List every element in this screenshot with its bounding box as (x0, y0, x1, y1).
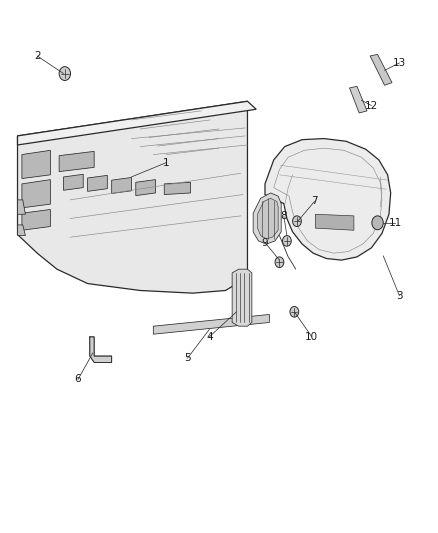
Polygon shape (18, 225, 25, 236)
Polygon shape (22, 150, 50, 179)
Circle shape (290, 306, 299, 317)
Text: 8: 8 (280, 211, 287, 221)
Text: 10: 10 (305, 332, 318, 342)
Polygon shape (370, 54, 392, 85)
Text: 1: 1 (163, 158, 170, 167)
Polygon shape (22, 180, 50, 208)
Polygon shape (18, 200, 25, 214)
Polygon shape (164, 182, 191, 195)
Polygon shape (18, 101, 247, 293)
Polygon shape (22, 209, 50, 230)
Polygon shape (265, 139, 391, 260)
Circle shape (293, 216, 301, 227)
Circle shape (275, 257, 284, 268)
Text: 13: 13 (393, 58, 406, 68)
Polygon shape (315, 214, 354, 230)
Text: 4: 4 (206, 332, 213, 342)
Circle shape (372, 216, 383, 230)
Polygon shape (18, 101, 256, 145)
Text: 11: 11 (389, 218, 402, 228)
Polygon shape (112, 177, 131, 193)
Polygon shape (350, 86, 367, 113)
Polygon shape (88, 175, 107, 191)
Text: 7: 7 (311, 197, 318, 206)
Text: 9: 9 (261, 238, 268, 247)
Text: 12: 12 (365, 101, 378, 110)
Polygon shape (258, 198, 278, 239)
Polygon shape (153, 314, 269, 334)
Polygon shape (59, 151, 94, 172)
Polygon shape (253, 193, 281, 244)
Circle shape (59, 67, 71, 80)
Polygon shape (232, 269, 252, 326)
Polygon shape (90, 337, 112, 362)
Text: 3: 3 (396, 291, 403, 301)
Polygon shape (64, 174, 83, 190)
Text: 6: 6 (74, 375, 81, 384)
Polygon shape (136, 180, 155, 196)
Text: 5: 5 (184, 353, 191, 363)
Text: 2: 2 (34, 51, 41, 61)
Circle shape (283, 236, 291, 246)
